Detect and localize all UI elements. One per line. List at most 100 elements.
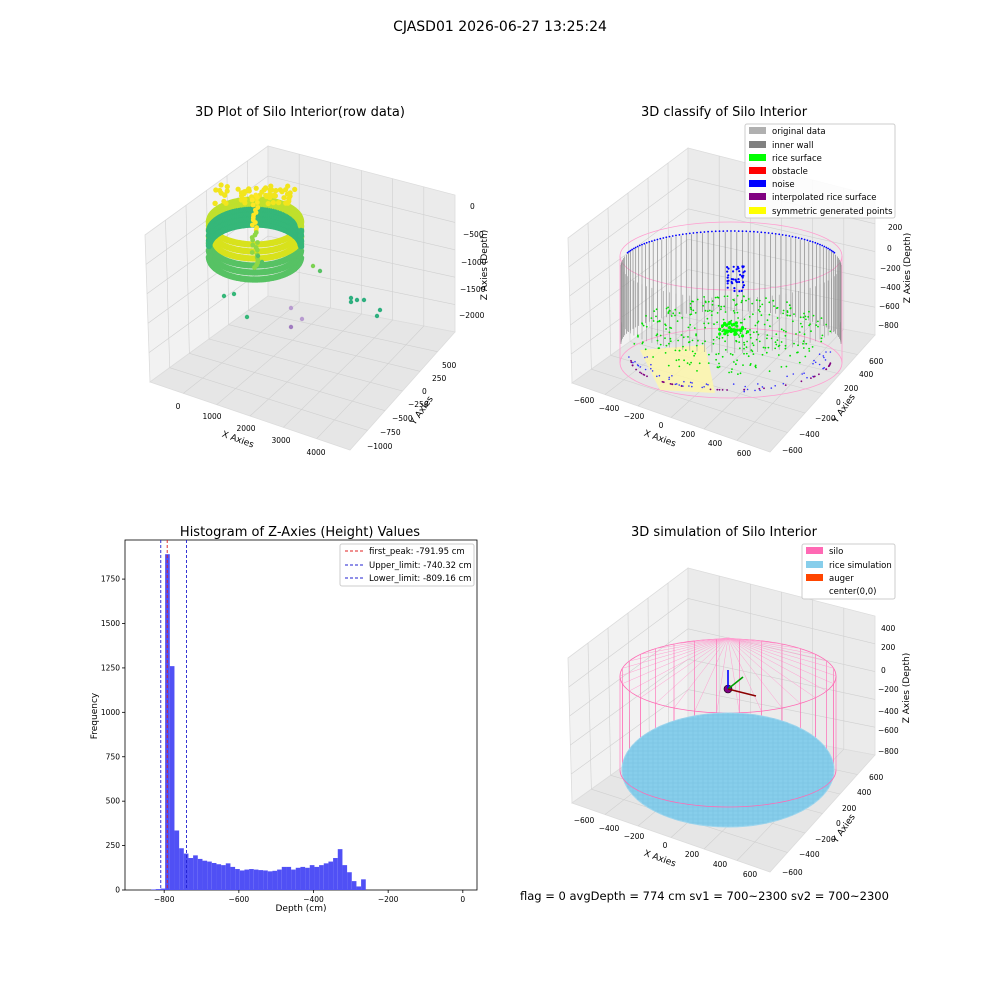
y-tick-label: 750: [106, 752, 121, 761]
rice-surface-point: [721, 355, 724, 358]
rice-surface-point: [684, 349, 687, 351]
noise-point: [732, 270, 735, 273]
raw-outlier-point: [221, 293, 227, 299]
classify-y-tick: 200: [844, 384, 859, 393]
rice-surface-point: [766, 319, 769, 322]
interpolated-point: [800, 380, 803, 383]
classify-z-tick: −200: [880, 264, 901, 273]
interpolated-point: [812, 375, 815, 378]
gridline: [165, 220, 170, 368]
rice-surface-point: [764, 347, 767, 349]
rice-surface-point: [736, 294, 739, 297]
gridline: [316, 325, 425, 439]
noise-point: [823, 245, 826, 248]
noise-point: [819, 243, 821, 246]
legend-label: inner wall: [772, 141, 813, 151]
interpolated-point: [743, 388, 745, 391]
rice-surface-point: [715, 353, 718, 356]
rice-surface-point: [672, 312, 675, 315]
noise-point: [767, 232, 770, 234]
noise-point: [814, 241, 817, 244]
rice-surface-point: [645, 325, 648, 328]
noise-point: [722, 230, 725, 233]
rice-surface-point: [741, 299, 743, 302]
noise-point: [801, 373, 803, 375]
rice-surface-point: [669, 340, 672, 343]
silo-roof-line: [727, 637, 834, 684]
y-tick-label: 500: [106, 797, 121, 806]
noise-point: [738, 290, 741, 293]
rice-surface-point: [691, 300, 693, 303]
simulation-y-tick: 600: [869, 773, 884, 782]
rice-surface-point: [678, 312, 681, 314]
rice-surface-point: [733, 361, 735, 363]
rice-surface-point: [740, 301, 743, 304]
noise-point: [756, 231, 759, 233]
simulation-z-tick: −600: [878, 726, 899, 735]
rice-surface-point: [707, 322, 710, 325]
classify-legend: original data inner wall rice surface ob…: [744, 123, 896, 219]
rice-surface-point: [702, 304, 704, 307]
noise-point: [675, 383, 678, 385]
status-footer: flag = 0 avgDepth = 774 cm sv1 = 700~230…: [520, 889, 889, 903]
histogram-bar: [221, 865, 226, 890]
silo-roof-line: [727, 637, 827, 662]
rice-surface-point: [730, 323, 734, 327]
rice-surface-point: [780, 328, 783, 331]
noise-point: [726, 270, 729, 273]
rice-surface-point: [678, 349, 681, 352]
rice-surface-point: [745, 346, 748, 349]
rice-surface-point: [674, 308, 677, 311]
noise-point: [806, 239, 809, 242]
raw-point: [212, 200, 218, 206]
rice-surface-point: [735, 363, 737, 366]
noise-point: [740, 289, 743, 292]
y-tick-label: 1500: [101, 619, 120, 628]
gridline: [568, 178, 689, 268]
rice-surface-point: [756, 321, 759, 324]
raw-outlier-point: [348, 295, 354, 301]
noise-point: [812, 362, 814, 365]
rice-surface-point: [718, 337, 721, 340]
panel-histogram: Histogram of Z-Axies (Height) Values −80…: [90, 525, 478, 914]
rice-surface-point: [788, 304, 791, 307]
interpolated-point: [828, 364, 831, 367]
rice-surface-point: [729, 353, 732, 355]
rice-surface-point: [786, 311, 789, 314]
raw-y-tick: 250: [432, 374, 447, 383]
rice-surface-point: [742, 364, 744, 366]
rice-surface-point: [698, 362, 701, 365]
gridline: [267, 265, 456, 305]
rice-surface-point: [716, 296, 719, 299]
noise-point: [641, 243, 643, 246]
classify-z-tick: 0: [887, 244, 892, 253]
gridline: [571, 269, 689, 355]
rice-surface-point: [645, 315, 647, 317]
rice-surface-point: [757, 320, 760, 323]
rice-surface-point: [711, 300, 714, 302]
noise-point: [822, 355, 825, 357]
rice-surface-point: [773, 305, 775, 307]
histogram-reference-lines: [160, 540, 187, 890]
noise-point: [737, 230, 740, 233]
noise-point: [742, 284, 746, 287]
raw-point: [221, 192, 228, 198]
rice-surface-point: [668, 342, 670, 345]
raw-point: [297, 242, 305, 250]
raw-z-tick: −1000: [461, 258, 487, 267]
interpolated-point: [763, 387, 765, 390]
rice-surface-point: [718, 332, 722, 336]
noise-point: [814, 361, 817, 364]
raw-z-tick: −1500: [460, 285, 486, 294]
raw-point: [276, 200, 282, 206]
rice-surface-point: [751, 302, 754, 305]
gridline: [183, 301, 300, 394]
rice-surface-point: [728, 320, 732, 325]
classify-z-tick: −400: [880, 283, 901, 292]
rice-surface-point: [786, 301, 788, 303]
rice-surface-point: [717, 352, 720, 355]
legend-swatch-silo: [806, 547, 823, 554]
rice-surface-point: [782, 329, 785, 332]
rice-surface-point: [714, 296, 717, 299]
rice-surface-point: [726, 295, 729, 298]
